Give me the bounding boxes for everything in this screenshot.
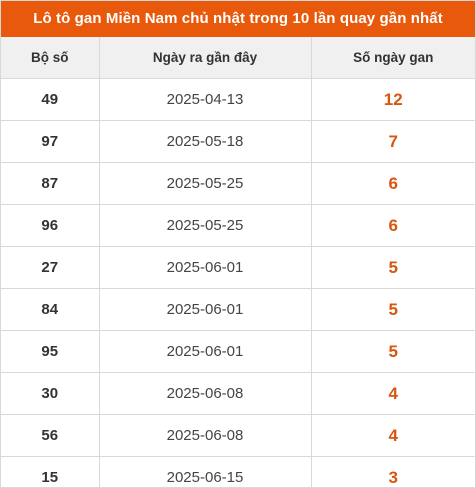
table-row: 96 2025-05-25 6	[1, 204, 475, 247]
cell-days: 5	[311, 330, 475, 373]
cell-number: 30	[1, 372, 100, 415]
table-row: 87 2025-05-25 6	[1, 162, 475, 205]
cell-number: 56	[1, 414, 100, 457]
table-row: 30 2025-06-08 4	[1, 372, 475, 415]
table-row: 84 2025-06-01 5	[1, 288, 475, 331]
gan-table: Bộ số Ngày ra gần đây Số ngày gan 49 202…	[1, 37, 475, 487]
table-row: 15 2025-06-15 3	[1, 456, 475, 487]
cell-number: 27	[1, 246, 100, 289]
table-row: 95 2025-06-01 5	[1, 330, 475, 373]
header-row: Bộ số Ngày ra gần đây Số ngày gan	[1, 37, 475, 79]
cell-number: 87	[1, 162, 100, 205]
cell-number: 15	[1, 456, 100, 487]
table-header: Bộ số Ngày ra gần đây Số ngày gan	[1, 37, 475, 79]
cell-date: 2025-05-25	[99, 162, 312, 205]
cell-days: 6	[311, 204, 475, 247]
cell-days: 4	[311, 414, 475, 457]
cell-date: 2025-06-01	[99, 330, 312, 373]
table-row: 56 2025-06-08 4	[1, 414, 475, 457]
cell-days: 6	[311, 162, 475, 205]
cell-number: 49	[1, 78, 100, 121]
cell-days: 4	[311, 372, 475, 415]
header-gan-days: Số ngày gan	[311, 37, 475, 79]
cell-number: 95	[1, 330, 100, 373]
cell-days: 7	[311, 120, 475, 163]
cell-date: 2025-04-13	[99, 78, 312, 121]
cell-date: 2025-06-08	[99, 372, 312, 415]
cell-days: 12	[311, 78, 475, 121]
header-number: Bộ số	[1, 37, 100, 79]
cell-date: 2025-06-01	[99, 246, 312, 289]
table-row: 49 2025-04-13 12	[1, 78, 475, 121]
cell-date: 2025-05-18	[99, 120, 312, 163]
cell-days: 3	[311, 456, 475, 487]
cell-number: 84	[1, 288, 100, 331]
cell-date: 2025-06-08	[99, 414, 312, 457]
cell-date: 2025-06-01	[99, 288, 312, 331]
cell-days: 5	[311, 246, 475, 289]
cell-date: 2025-06-15	[99, 456, 312, 487]
cell-number: 97	[1, 120, 100, 163]
panel-title: Lô tô gan Miền Nam chủ nhật trong 10 lần…	[1, 1, 475, 37]
cell-date: 2025-05-25	[99, 204, 312, 247]
table-body: 49 2025-04-13 12 97 2025-05-18 7 87 2025…	[1, 78, 475, 487]
table-row: 27 2025-06-01 5	[1, 246, 475, 289]
cell-number: 96	[1, 204, 100, 247]
header-recent-date: Ngày ra gần đây	[99, 37, 312, 79]
cell-days: 5	[311, 288, 475, 331]
table-row: 97 2025-05-18 7	[1, 120, 475, 163]
